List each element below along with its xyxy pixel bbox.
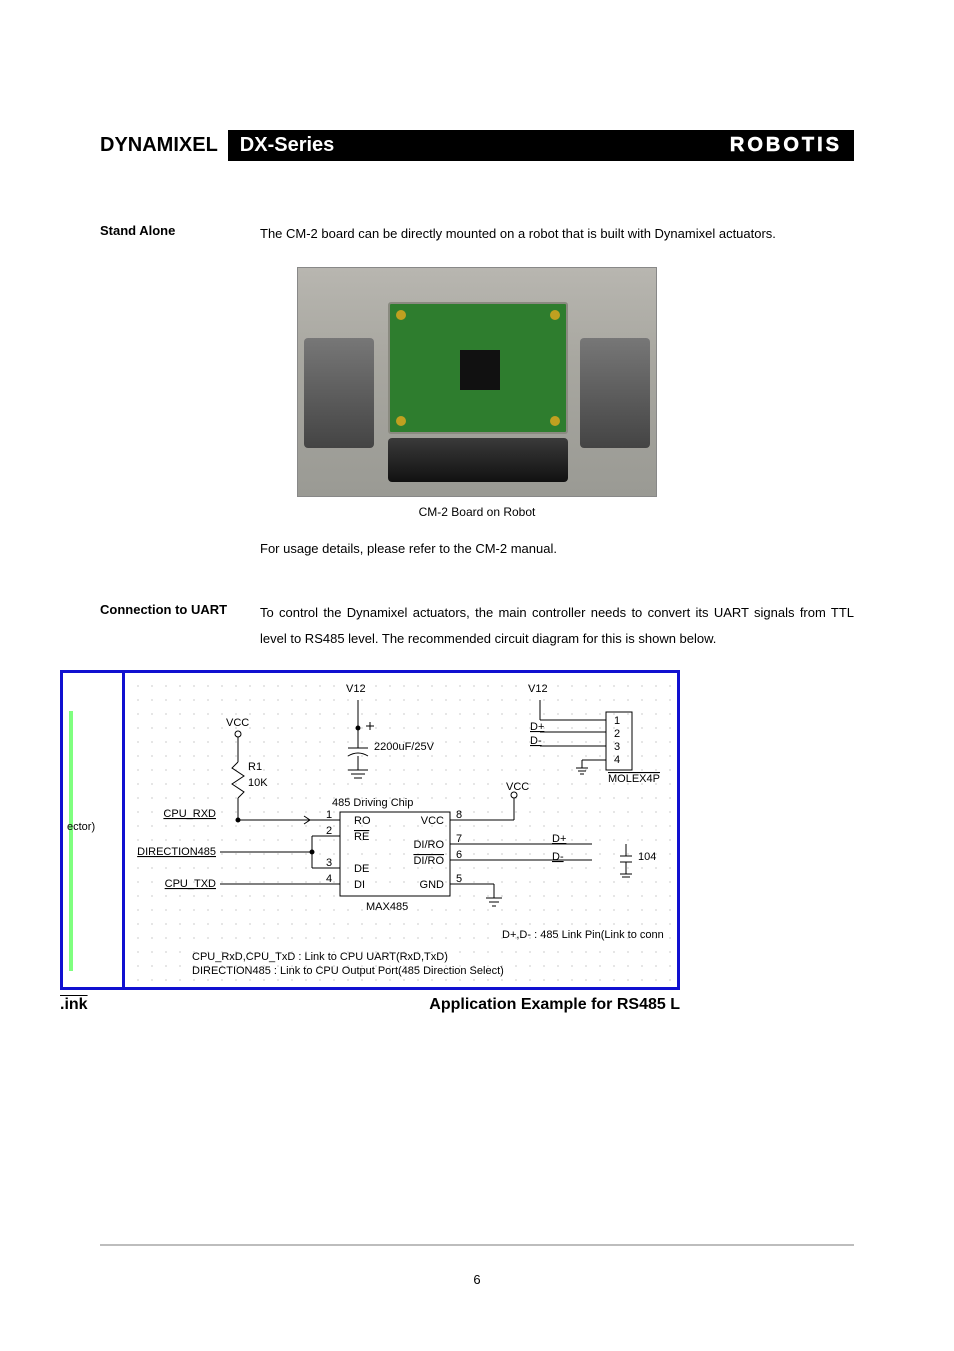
photo-caption: CM-2 Board on Robot (100, 505, 854, 519)
brand-right: ROBOTIS (730, 134, 842, 157)
lp2: 2 (326, 825, 332, 837)
lbl-104: 104 (638, 851, 656, 863)
section-label-stand-alone: Stand Alone (100, 221, 260, 247)
brand-left: DYNAMIXEL (100, 134, 228, 157)
connpin-4: 4 (614, 754, 620, 766)
section-uart: Connection to UART To control the Dynami… (100, 600, 854, 652)
connpin-3: 3 (614, 741, 620, 753)
series-bar: DX-Series ROBOTIS (228, 130, 854, 161)
lbl-v12-1: V12 (346, 683, 366, 695)
lbl-chip: MAX485 (366, 901, 408, 913)
schematic-svg: V12 V12 VCC 2200uF/25V R1 10K 485 Drivin… (122, 670, 680, 990)
rp7: 7 (456, 833, 462, 845)
lbl-divro1: DI/RO (413, 839, 444, 851)
lbl-molex: MOLEX4P (608, 773, 660, 785)
lbl-gnd: GND (420, 879, 445, 891)
lbl-re: RE (354, 831, 369, 843)
rp5: 5 (456, 873, 462, 885)
schematic-left-ruler: ector) (60, 670, 122, 990)
lbl-r1v: 10K (248, 777, 268, 789)
lbl-ro: RO (354, 815, 371, 827)
ink-label: .ink (60, 996, 88, 1014)
cm2-photo (297, 267, 657, 497)
figure-cm2-photo: CM-2 Board on Robot (100, 267, 854, 519)
lbl-vccpin: VCC (421, 815, 444, 827)
lbl-di: DI (354, 879, 365, 891)
lbl-direction: DIRECTION485 (137, 846, 216, 858)
schematic-figure: ector) (60, 670, 680, 1070)
lbl-cpu-txd: CPU_TXD (165, 878, 216, 890)
lbl-dplus2: D+ (552, 833, 566, 845)
lbl-de: DE (354, 863, 369, 875)
lp4: 4 (326, 873, 332, 885)
lbl-dminus: D- (530, 735, 542, 747)
page-number: 6 (0, 1272, 954, 1287)
lbl-v12-2: V12 (528, 683, 548, 695)
lbl-dminus2: D- (552, 851, 564, 863)
lbl-divro2: DI/RO (413, 855, 444, 867)
lp1: 1 (326, 809, 332, 821)
lbl-vcc-left: VCC (226, 717, 249, 729)
rp6: 6 (456, 849, 462, 861)
note2: DIRECTION485 : Link to CPU Output Port(4… (192, 965, 504, 977)
stand-alone-subnote: For usage details, please refer to the C… (260, 541, 854, 556)
ruler-ector: ector) (67, 821, 95, 833)
schematic-title: Application Example for RS485 L (429, 996, 680, 1014)
connpin-2: 2 (614, 728, 620, 740)
lbl-cap: 2200uF/25V (374, 741, 435, 753)
lbl-driving: 485 Driving Chip (332, 797, 413, 809)
doc-header: DYNAMIXEL DX-Series ROBOTIS (100, 130, 854, 161)
note1: CPU_RxD,CPU_TxD : Link to CPU UART(RxD,T… (192, 951, 448, 963)
lbl-r1: R1 (248, 761, 262, 773)
lbl-dplus: D+ (530, 721, 544, 733)
series-text: DX-Series (240, 134, 335, 157)
lp3: 3 (326, 857, 332, 869)
section-body-stand-alone: The CM-2 board can be directly mounted o… (260, 221, 854, 247)
section-label-uart: Connection to UART (100, 600, 260, 652)
section-body-uart: To control the Dynamixel actuators, the … (260, 600, 854, 652)
lbl-vcc-right: VCC (506, 781, 529, 793)
note-right: D+,D- : 485 Link Pin(Link to conn (502, 929, 664, 941)
footer-rule (100, 1244, 854, 1246)
lbl-cpu-rxd: CPU_RXD (163, 808, 216, 820)
connpin-1: 1 (614, 715, 620, 727)
section-stand-alone: Stand Alone The CM-2 board can be direct… (100, 221, 854, 247)
rp8: 8 (456, 809, 462, 821)
